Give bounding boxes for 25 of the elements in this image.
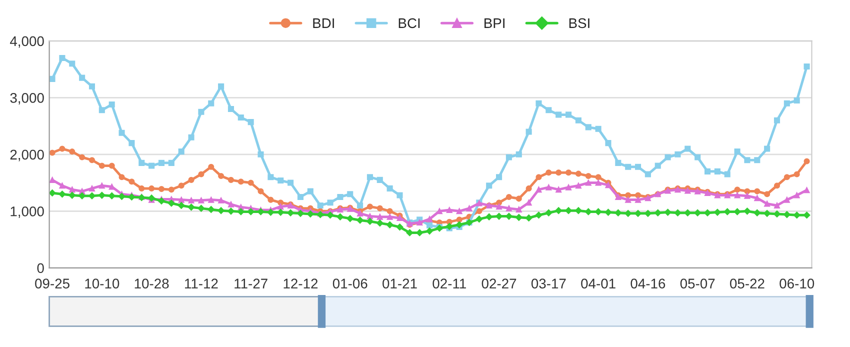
x-tick-label: 02-11 — [432, 278, 466, 288]
x-tick-label: 10-10 — [85, 278, 120, 288]
x-tick-label: 05-22 — [730, 278, 764, 288]
y-tick-label: 1,000 — [10, 206, 44, 218]
y-tick-label: 4,000 — [10, 36, 44, 48]
y-tick-label: 0 — [37, 263, 44, 274]
legend-label: BSI — [569, 18, 590, 28]
y-tick-label: 3,000 — [10, 93, 44, 104]
x-tick-label: 12-12 — [284, 278, 318, 288]
x-tick-label: 04-01 — [581, 278, 616, 288]
legend-label: BPI — [484, 18, 504, 28]
legend-label: BCI — [398, 18, 420, 28]
x-tick-label: 03-17 — [531, 278, 566, 288]
x-tick-label: 01-06 — [332, 278, 368, 288]
x-tick-label: 11-27 — [234, 278, 268, 288]
legend-label: BDI — [313, 18, 334, 28]
x-tick-label: 04-16 — [630, 278, 666, 288]
x-tick-label: 10-28 — [134, 278, 169, 288]
x-tick-label: 01-21 — [382, 278, 417, 288]
x-tick-label: 06-10 — [780, 278, 814, 288]
x-tick-label: 02-27 — [482, 278, 516, 288]
y-tick-label: 2,000 — [10, 150, 44, 162]
x-tick-label: 05-07 — [680, 278, 715, 288]
x-tick-label: 11-12 — [185, 278, 218, 288]
x-tick-label: 09-25 — [35, 278, 70, 288]
